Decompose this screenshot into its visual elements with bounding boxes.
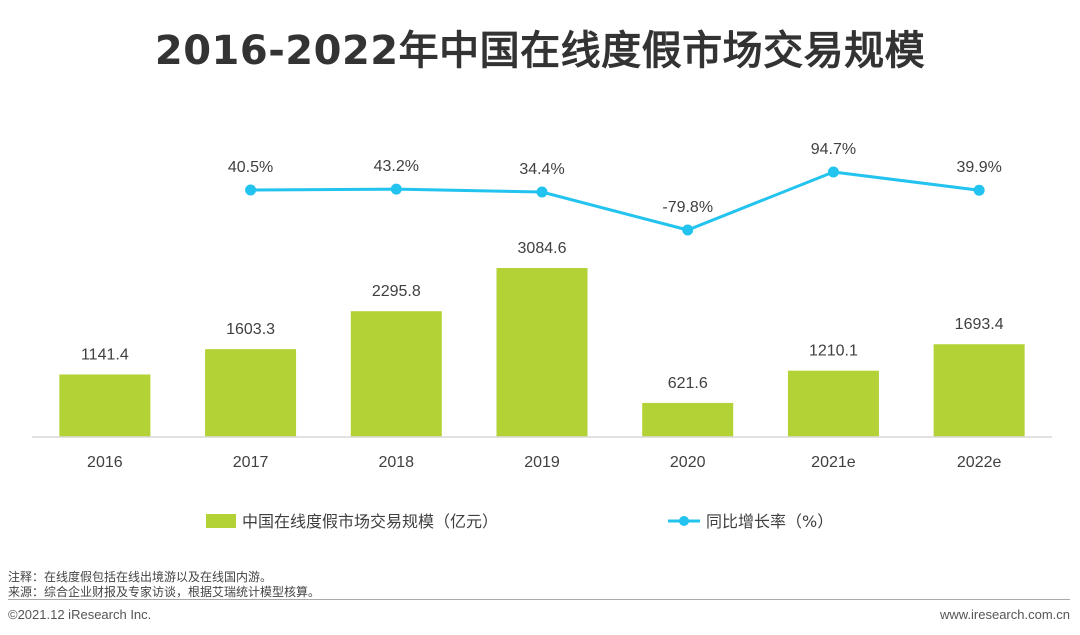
legend-line-marker [679,516,689,526]
bar-value-label: 1210.1 [809,343,858,360]
line-layer: 40.5% 43.2% 34.4% -79.8% 94.7% 39.9% [228,141,1002,236]
growth-rate-point [827,166,839,178]
footer-copyright: ©2021.12 iResearch Inc. [8,607,152,622]
bar [787,370,879,437]
growth-rate-label: -79.8% [662,199,713,216]
growth-rate-line [250,170,980,232]
legend-line-label: 同比增长率（%） [706,512,833,531]
x-tick-label: 2017 [233,454,269,471]
x-tick-label: 2020 [670,454,706,471]
growth-rate-point [682,224,694,236]
growth-rate-point [245,184,257,196]
x-tick-label: 2019 [524,454,560,471]
growth-rate-label: 94.7% [811,141,856,158]
bar-value-label: 1141.4 [81,346,129,363]
chart: 1141.4 1603.3 2295.8 3084.6 621.6 1210.1 1693.… [32,141,1052,531]
legend-bar-swatch [206,514,236,528]
bar-value-label: 3084.6 [518,240,567,257]
bar [642,402,734,437]
chart-source: 来源：综合企业财报及专家访谈，根据艾瑞统计模型核算。 [8,585,321,599]
bar-value-label: 1603.3 [226,321,275,338]
legend-bar-label: 中国在线度假市场交易规模（亿元） [242,512,498,531]
growth-rate-label: 43.2% [374,158,419,175]
x-tick-label: 2016 [87,454,123,471]
bar [496,268,588,437]
chart-note: 注释：在线度假包括在线出境游以及在线国内游。 [8,570,273,584]
footer-website[interactable]: www.iresearch.com.cn [939,607,1070,622]
growth-rate-point [536,186,548,198]
bar-value-label: 1693.4 [955,316,1004,333]
legend-layer: 中国在线度假市场交易规模（亿元） 同比增长率（%） [206,512,833,531]
axis-layer: 2016 2017 2018 2019 2020 2021e 2022e [32,436,1052,471]
x-tick-label: 2018 [378,454,414,471]
growth-rate-point [973,184,985,196]
bar [933,344,1025,437]
footer-divider [8,599,1070,600]
bar [205,349,297,437]
growth-rate-label: 40.5% [228,159,273,176]
bars-layer: 1141.4 1603.3 2295.8 3084.6 621.6 1210.1 1693.… [59,240,1025,437]
bar [350,311,442,437]
chart-title: 2016-2022年中国在线度假市场交易规模 [154,28,926,74]
growth-rate-label: 34.4% [519,161,564,178]
bar [59,374,151,437]
bar-value-label: 2295.8 [372,283,421,300]
x-tick-label: 2022e [957,454,1002,471]
growth-rate-point [390,183,402,195]
bar-value-label: 621.6 [668,375,708,392]
growth-rate-label: 39.9% [956,159,1001,176]
x-tick-label: 2021e [811,454,856,471]
